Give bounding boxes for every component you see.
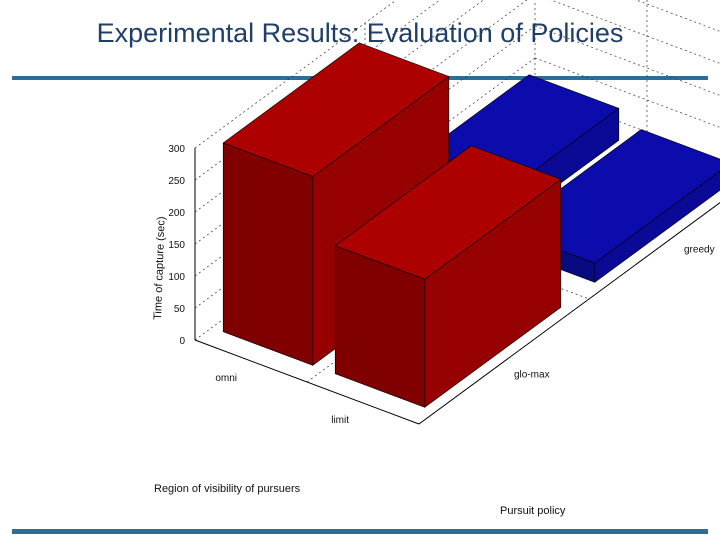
z-tick-label: 0	[179, 336, 185, 347]
z-axis-label: Time of capture (sec)	[152, 216, 168, 320]
bar-face-side	[594, 170, 720, 283]
footer-rule	[12, 529, 708, 534]
y-axis-line	[418, 202, 720, 425]
x-axis-label: Region of visibility of pursuers	[154, 483, 301, 495]
y-tick-label: glo-max	[514, 370, 550, 381]
bar-face-front	[222, 142, 314, 366]
z-tick-label: 250	[168, 176, 185, 187]
z-tick-label: 50	[174, 304, 186, 315]
x-tick-label: limit	[331, 415, 349, 426]
z-tick-label: 200	[168, 208, 185, 219]
bar-face-top	[334, 145, 562, 280]
x-tick-label: omni	[215, 373, 237, 384]
y-axis-label: Pursuit policy	[500, 505, 566, 517]
z-tick-label: 300	[168, 144, 185, 155]
grid-line-back-wall	[535, 0, 720, 14]
x-axis-line	[194, 339, 420, 425]
chart-bars	[222, 42, 720, 408]
z-tick-label: 150	[168, 240, 185, 251]
grid-line-back-wall	[550, 0, 720, 64]
z-tick-label: 100	[168, 272, 185, 283]
y-tick-label: greedy	[684, 245, 715, 256]
bar-limit-glo-max	[334, 145, 562, 408]
chart-axes: Time of capture (sec) Region of visibili…	[152, 144, 720, 517]
bar-face-top	[222, 42, 450, 177]
grid-line-back-wall	[635, 0, 720, 32]
category-labels: omni limit greedy glo-max	[215, 245, 714, 427]
